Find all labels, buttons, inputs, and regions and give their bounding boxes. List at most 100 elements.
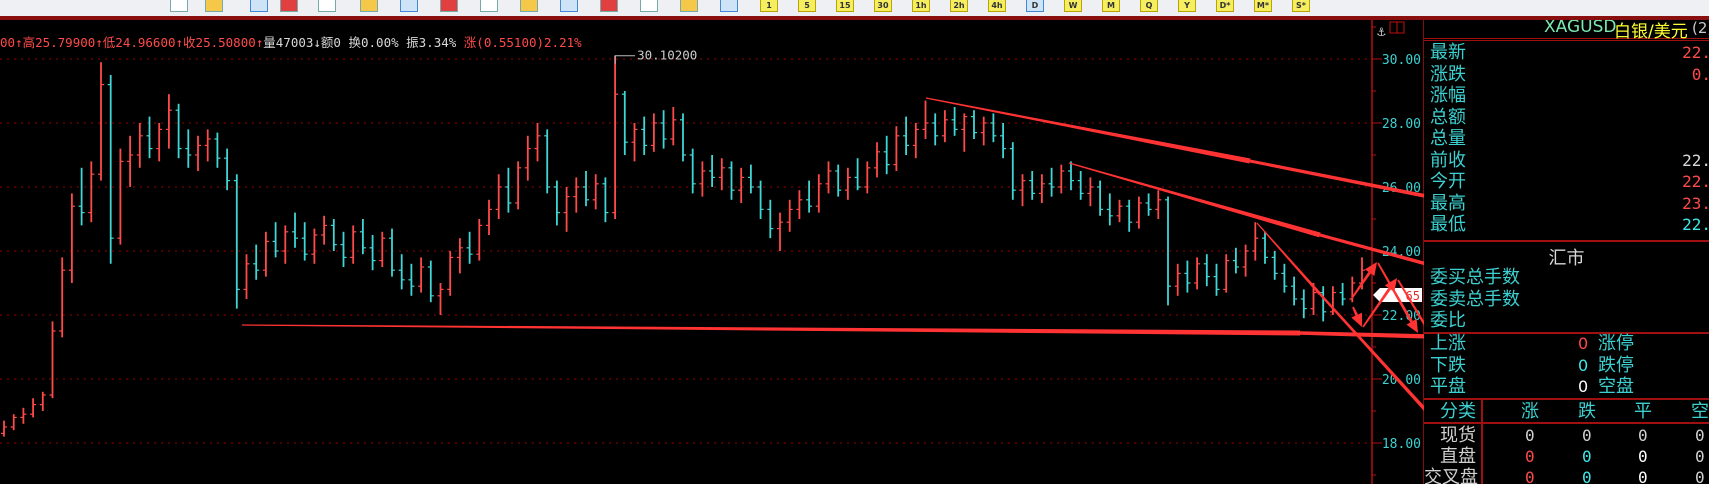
ohlc-bar: [1194, 257, 1201, 290]
ohlc-bar: [1029, 171, 1036, 200]
trendline-upper-arrow[interactable]: [1249, 159, 1424, 251]
toolbar-tool-button[interactable]: [560, 0, 578, 12]
ohlc-bar: [1145, 193, 1152, 216]
toolbar-tool-button[interactable]: [600, 0, 618, 12]
support-line[interactable]: [241, 324, 1301, 336]
period-button-M*[interactable]: M*: [1254, 0, 1272, 12]
period-button-1h[interactable]: 1h: [912, 0, 930, 12]
trendline-steep-arrow[interactable]: [1319, 293, 1424, 458]
peak-label: 30.10200: [637, 48, 697, 63]
period-button-Y[interactable]: Y: [1178, 0, 1196, 12]
ohlc-bar: [1165, 196, 1171, 306]
toolbar-tool-button[interactable]: [440, 0, 458, 12]
period-button-15[interactable]: 15: [836, 0, 854, 12]
toolbar-tool-button[interactable]: [170, 0, 188, 12]
ohlc-bar: [204, 129, 211, 162]
toolbar-tool-button[interactable]: [205, 0, 223, 12]
ohlc-bar: [379, 231, 386, 267]
ohlc-bar: [340, 231, 347, 267]
hand-drawn-arrow[interactable]: [1362, 287, 1391, 328]
ohlc-bar: [418, 257, 425, 293]
toolbar-tool-button[interactable]: [400, 0, 418, 12]
ohlc-bar: [456, 238, 463, 274]
order-label: 委卖总手数: [1430, 288, 1520, 310]
toolbar-tool-button[interactable]: [480, 0, 498, 12]
order-row: 委买总手数: [1428, 267, 1709, 289]
toolbar-tool-button[interactable]: [720, 0, 738, 12]
quote-label: 总额: [1430, 106, 1466, 128]
anchor-icon[interactable]: ⚓: [1377, 24, 1386, 40]
ohlc-bar: [971, 110, 977, 139]
ohlc-bar: [854, 158, 861, 191]
ohlc-bar: [941, 110, 948, 143]
hand-drawn-arrow[interactable]: [1351, 271, 1371, 299]
ohlc-bar: [292, 212, 298, 248]
toolbar-tool-button[interactable]: [360, 0, 378, 12]
period-button-30[interactable]: 30: [874, 0, 892, 12]
price-chart[interactable]: 30.0028.0026.0024.0022.0020.0018.00⚓30.1…: [0, 0, 1424, 484]
table-row-name: 直盘: [1440, 446, 1476, 467]
hand-drawn-arrow-head: [1406, 318, 1418, 333]
toolbar-tool-button[interactable]: [250, 0, 268, 12]
quote-label: 最高: [1430, 192, 1466, 214]
ohlc-bar: [1320, 286, 1327, 322]
ohlc-bar: [1087, 177, 1094, 207]
ohlc-bar: [1339, 283, 1346, 306]
period-button-M[interactable]: M: [1102, 0, 1120, 12]
ohlc-bar: [738, 167, 745, 203]
toolbar-tool-button[interactable]: [280, 0, 298, 12]
ohlc-bar: [1329, 286, 1336, 315]
hand-drawn-arrow[interactable]: [1352, 306, 1359, 316]
breadth-label-2: 跌停: [1598, 354, 1634, 376]
trendline-steep[interactable]: [1256, 222, 1322, 295]
trendline-middle[interactable]: [1068, 162, 1321, 238]
hand-drawn-arrow[interactable]: [1397, 279, 1424, 365]
table-cell: 0: [1638, 468, 1648, 484]
ohlc-bar: [534, 123, 541, 162]
ohlc-bar: [224, 148, 231, 191]
toolbar-tool-button[interactable]: [520, 0, 538, 12]
period-button-5[interactable]: 5: [798, 0, 816, 12]
toolbar-tool-button[interactable]: [640, 0, 658, 12]
ohlc-bar: [806, 180, 813, 213]
ohlc-bar: [1, 420, 7, 437]
trendline-middle-arrow[interactable]: [1319, 233, 1424, 337]
table-cell: 0: [1638, 447, 1648, 466]
period-button-4h[interactable]: 4h: [988, 0, 1006, 12]
ohlc-bar: [30, 398, 37, 418]
ohlc-bar: [59, 257, 66, 338]
ohlc-bar: [49, 321, 56, 399]
ohlc-bar: [835, 164, 842, 197]
period-button-2h[interactable]: 2h: [950, 0, 968, 12]
hand-drawn-arrow[interactable]: [1377, 262, 1413, 323]
ohlc-bar: [903, 116, 910, 155]
ohlc-bar: [757, 180, 764, 219]
period-button-S*[interactable]: S*: [1292, 0, 1310, 12]
ohlc-bar: [718, 158, 725, 191]
ohlc-bar: [175, 103, 182, 159]
table-header: 空: [1691, 401, 1709, 422]
period-button-D*[interactable]: D*: [1216, 0, 1234, 12]
symbol-name: 白银/美元: [1614, 22, 1688, 42]
ohlc-bar: [1058, 164, 1065, 194]
ohlc-bar: [1048, 167, 1055, 197]
ohlc-bar: [214, 132, 221, 168]
period-button-D[interactable]: D: [1026, 0, 1044, 12]
period-button-W[interactable]: W: [1064, 0, 1082, 12]
toolbar-tool-button[interactable]: [318, 0, 336, 12]
ohlc-bar: [825, 161, 832, 194]
ohlc-bar: [602, 177, 609, 223]
period-button-Q[interactable]: Q: [1140, 0, 1158, 12]
ohlc-bar: [893, 126, 900, 171]
ohlc-bar: [127, 135, 134, 187]
support-line-arrow[interactable]: [1299, 331, 1424, 346]
ohlc-bar: [1068, 161, 1074, 191]
toolbar-tool-button[interactable]: [680, 0, 698, 12]
y-tick-label: 20.00: [1382, 373, 1421, 388]
period-button-1[interactable]: 1: [760, 0, 778, 12]
ohlc-bar: [156, 123, 163, 162]
table-cell: 0: [1582, 447, 1592, 466]
ohlc-bar: [573, 177, 580, 213]
ohlc-bar: [621, 91, 628, 155]
trendline-upper[interactable]: [925, 97, 1251, 164]
